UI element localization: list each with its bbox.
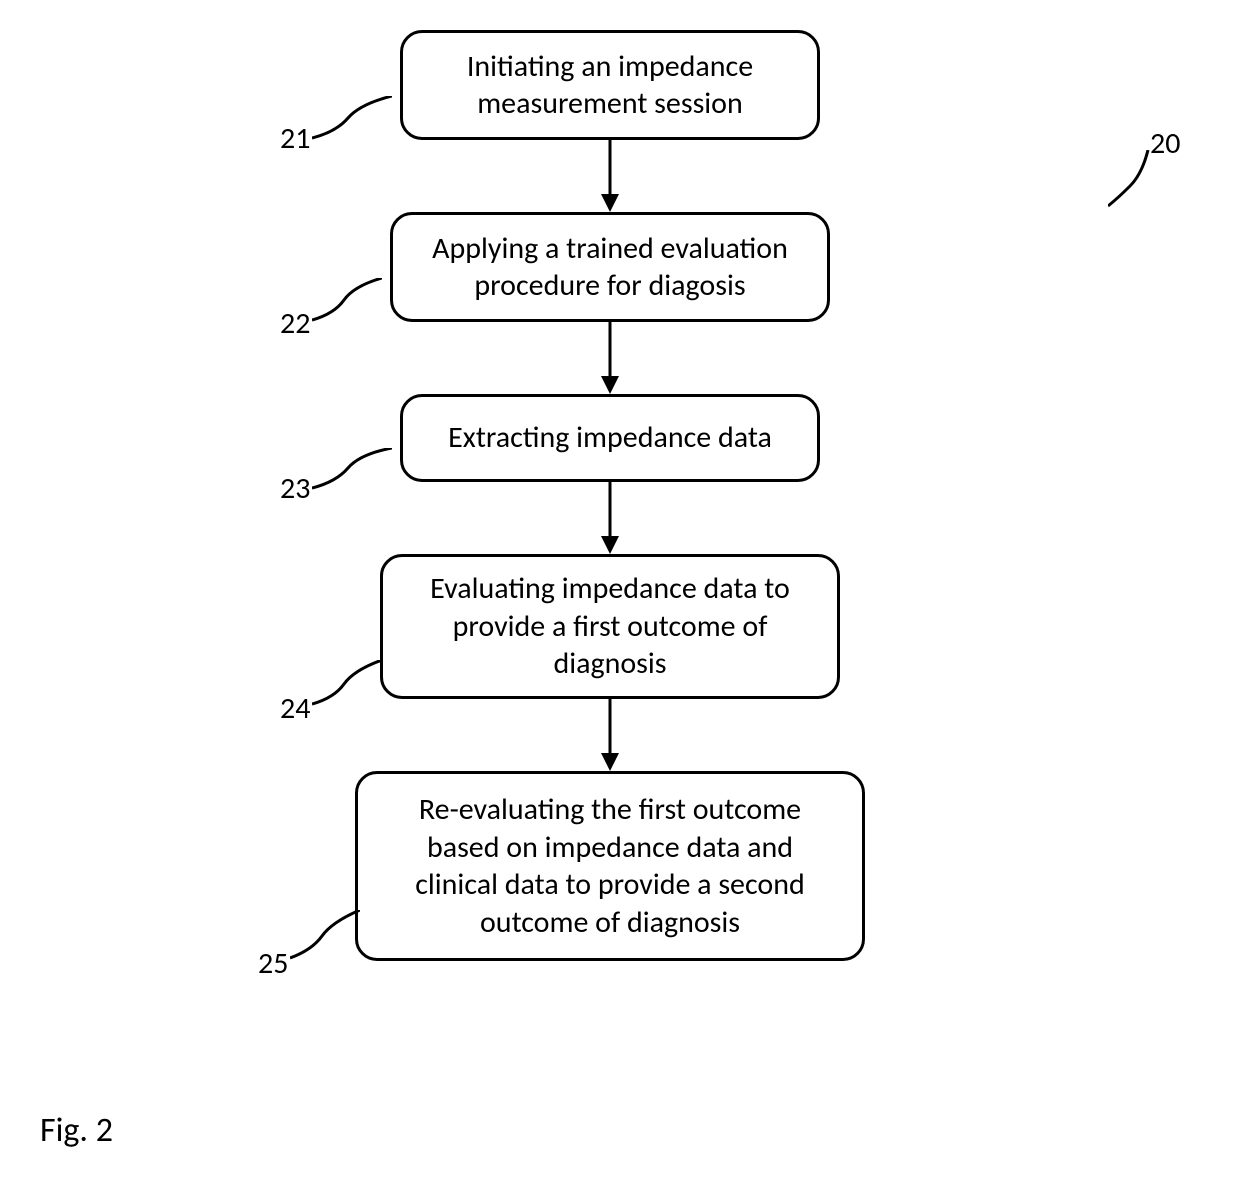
node-text: Applying a trained evaluation procedure … — [421, 230, 799, 305]
step-label: 24 — [280, 690, 310, 727]
connector-curve — [290, 910, 360, 966]
connector-curve — [312, 278, 382, 328]
step-number: 23 — [280, 470, 310, 507]
connector-curve — [312, 96, 392, 146]
connector-curve — [312, 448, 392, 496]
step-label: 25 — [258, 945, 288, 982]
flowchart-node: Initiating an impedance measurement sess… — [400, 30, 820, 140]
step-number: 25 — [258, 945, 288, 982]
step-number: 24 — [280, 690, 310, 727]
connector-curve — [1108, 150, 1156, 210]
step-label: 23 — [280, 470, 310, 507]
connector-curve — [312, 660, 382, 712]
figure-caption-text: Fig. 2 — [40, 1110, 113, 1151]
flowchart-arrow — [340, 482, 880, 554]
step-number: 22 — [280, 305, 310, 342]
flowchart-node: Extracting impedance data — [400, 394, 820, 482]
flowchart-node: Re-evaluating the first outcome based on… — [355, 771, 865, 961]
step-label: 22 — [280, 305, 310, 342]
flowchart-arrow — [340, 322, 880, 394]
node-text: Evaluating impedance data to provide a f… — [411, 570, 809, 683]
flowchart-container: Initiating an impedance measurement sess… — [340, 30, 880, 961]
step-number: 21 — [280, 120, 310, 157]
flowchart-arrow — [340, 140, 880, 212]
flowchart-node: Evaluating impedance data to provide a f… — [380, 554, 840, 699]
node-text: Re-evaluating the first outcome based on… — [386, 791, 834, 941]
flowchart-node: Applying a trained evaluation procedure … — [390, 212, 830, 322]
step-label: 21 — [280, 120, 310, 157]
node-text: Initiating an impedance measurement sess… — [431, 48, 789, 123]
node-text: Extracting impedance data — [448, 419, 772, 457]
flowchart-arrow — [340, 699, 880, 771]
figure-caption: Fig. 2 — [40, 1110, 113, 1151]
